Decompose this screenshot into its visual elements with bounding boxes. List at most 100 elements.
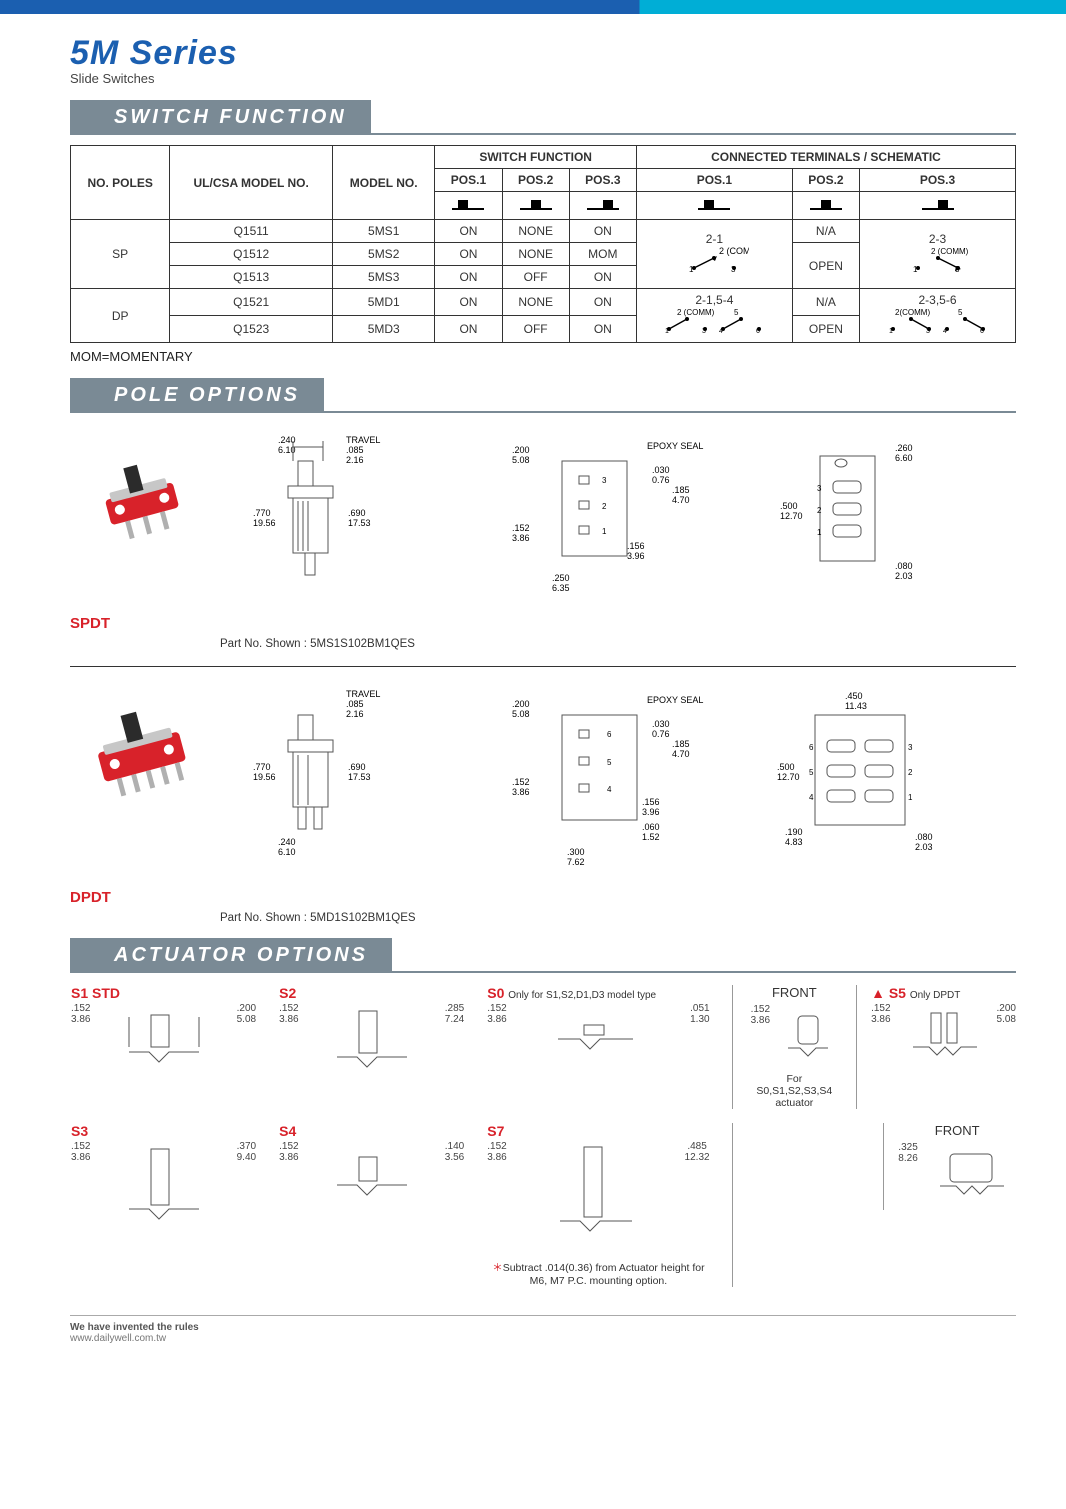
svg-text:1: 1: [913, 265, 918, 274]
svg-text:3: 3: [908, 743, 913, 752]
th-pos2: POS.2: [502, 169, 569, 192]
cell-schem-dp3: 2-3,5-6 2(COMM)51346: [860, 289, 1016, 343]
svg-text:5: 5: [809, 768, 814, 777]
cell-schem-sp1: 2-1 2 (COMM)13: [636, 220, 792, 289]
cell: NONE: [502, 243, 569, 266]
svg-text:.690: .690: [348, 762, 366, 772]
svg-text:1: 1: [817, 528, 822, 537]
spdt-label: SPDT: [70, 615, 1016, 632]
svg-text:0.76: 0.76: [652, 475, 670, 485]
svg-text:19.56: 19.56: [253, 772, 276, 782]
svg-text:1.52: 1.52: [642, 832, 660, 842]
cell: ON: [435, 243, 502, 266]
act-title: S0 Only for S1,S2,D1,D3 model type: [487, 985, 709, 1001]
sw-icon-c3: [860, 192, 1016, 220]
cell: Q1512: [170, 243, 333, 266]
page: 5M Slide Switches 5M Series Slide Switch…: [0, 14, 1066, 1354]
svg-text:2(COMM): 2(COMM): [895, 308, 930, 317]
th-no-poles: NO. POLES: [71, 146, 170, 220]
page-title: 5M Series: [70, 34, 1016, 73]
svg-text:2.16: 2.16: [346, 455, 364, 465]
svg-text:.060: .060: [642, 822, 660, 832]
cell: OPEN: [792, 316, 859, 343]
svg-text:4: 4: [943, 328, 947, 335]
cell: Q1523: [170, 316, 333, 343]
th-pos1: POS.1: [435, 169, 502, 192]
cell: N/A: [792, 289, 859, 316]
svg-text:6: 6: [809, 743, 814, 752]
cell: NONE: [502, 289, 569, 316]
act-title: S3: [71, 1123, 256, 1139]
svg-text:17.53: 17.53: [348, 518, 371, 528]
spdt-drawing-2: .2005.08 EPOXY SEAL 3 2 1 .0300.76 .1854…: [507, 431, 748, 601]
svg-text:2.16: 2.16: [346, 709, 364, 719]
dpdt-part: Part No. Shown : 5MD1S102BM1QES: [220, 912, 1016, 924]
cell: NONE: [502, 220, 569, 243]
svg-text:3: 3: [731, 265, 736, 274]
svg-text:19.56: 19.56: [253, 518, 276, 528]
th-cpos1: POS.1: [636, 169, 792, 192]
act-title: S2: [279, 985, 464, 1001]
cell: 5MS2: [333, 243, 435, 266]
svg-text:.030: .030: [652, 719, 670, 729]
cell: ON: [569, 289, 636, 316]
page-subtitle: Slide Switches: [70, 71, 1016, 86]
svg-text:2: 2: [908, 768, 913, 777]
svg-text:12.70: 12.70: [780, 511, 803, 521]
act-s0: S0 Only for S1,S2,D1,D3 model type .1523…: [486, 985, 709, 1109]
act-right-col: FRONT .1523.86 For S0,S1,S2,S3,S4 actuat…: [732, 985, 1016, 1109]
cell: N/A: [792, 220, 859, 243]
svg-text:.080: .080: [895, 561, 913, 571]
act-front: FRONT .1523.86 For S0,S1,S2,S3,S4 actuat…: [751, 985, 838, 1109]
section-pole-options: POLE OPTIONS: [70, 378, 1016, 413]
sw-icon-c2: [792, 192, 859, 220]
svg-text:3.86: 3.86: [512, 787, 530, 797]
cell: OPEN: [792, 243, 859, 289]
svg-text:2: 2: [817, 506, 822, 515]
svg-text:6: 6: [607, 730, 612, 739]
svg-text:1: 1: [665, 328, 669, 335]
footer-line1: We have invented the rules: [70, 1322, 199, 1333]
svg-text:6: 6: [980, 328, 984, 335]
svg-text:TRAVEL: TRAVEL: [346, 435, 380, 445]
th-connected: CONNECTED TERMINALS / SCHEMATIC: [636, 146, 1015, 169]
subtract-note: ＊Subtract .014(0.36) from Actuator heigh…: [487, 1260, 709, 1287]
section-switch-function: SWITCH FUNCTION: [70, 100, 1016, 135]
cell: ON: [435, 289, 502, 316]
cell-poles: SP: [71, 220, 170, 289]
svg-text:5: 5: [734, 308, 739, 317]
act-s5: ▲ S5 Only DPDT .1523.86 .2005.08: [856, 985, 1016, 1109]
cell-schem-sp3: 2-3 2 (COMM)13: [860, 220, 1016, 289]
footer: We have invented the rules www.dailywell…: [70, 1315, 1016, 1344]
cell: 5MD1: [333, 289, 435, 316]
cell: ON: [569, 220, 636, 243]
act-s7: S7 .1523.86 .48512.32 ＊Subtract .014(0.3…: [486, 1123, 709, 1287]
section-label: ACTUATOR OPTIONS: [70, 938, 392, 973]
th-cpos3: POS.3: [860, 169, 1016, 192]
section-rule: [392, 971, 1016, 973]
svg-text:3: 3: [817, 484, 822, 493]
svg-text:.200: .200: [512, 699, 530, 709]
svg-text:4.70: 4.70: [672, 749, 690, 759]
mom-note: MOM=MOMENTARY: [70, 349, 1016, 364]
cell: MOM: [569, 243, 636, 266]
svg-text:.770: .770: [253, 762, 271, 772]
schem-val: 2-1: [643, 232, 786, 246]
spdt-image: [70, 431, 210, 561]
svg-text:5: 5: [958, 308, 963, 317]
cell: 5MS1: [333, 220, 435, 243]
th-model: MODEL NO.: [333, 146, 435, 220]
svg-text:.300: .300: [567, 847, 585, 857]
act-front2: FRONT .3258.26: [732, 1123, 1016, 1287]
cell: Q1521: [170, 289, 333, 316]
front-label: FRONT: [751, 985, 838, 1000]
svg-text:.240: .240: [278, 837, 296, 847]
section-label: SWITCH FUNCTION: [70, 100, 371, 135]
act-s4: S4 .1523.86 .1403.56: [278, 1123, 464, 1287]
cell: Q1513: [170, 266, 333, 289]
svg-text:EPOXY SEAL: EPOXY SEAL: [647, 441, 703, 451]
cell: Q1511: [170, 220, 333, 243]
act-title: ▲ S5 Only DPDT: [871, 985, 1016, 1001]
svg-text:1: 1: [908, 793, 913, 802]
svg-text:2 (COMM): 2 (COMM): [931, 247, 969, 256]
